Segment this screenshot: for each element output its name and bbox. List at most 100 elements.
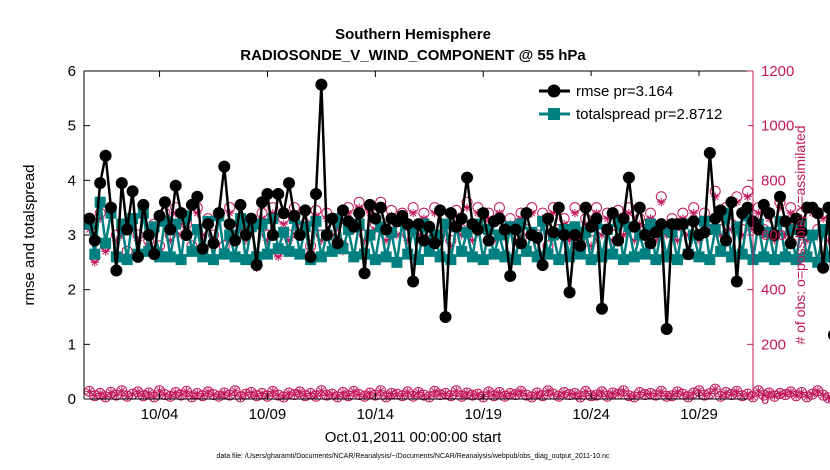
- rmse-point: [579, 201, 592, 214]
- rmse-point: [563, 286, 576, 299]
- y-tick-label-left: 0: [68, 391, 76, 408]
- rmse-point: [784, 237, 797, 250]
- rmse-point: [622, 171, 635, 184]
- rmse-point: [444, 207, 457, 220]
- y-tick-label-left: 3: [68, 227, 76, 244]
- totalspread-point: [618, 254, 630, 266]
- totalspread-point: [553, 254, 565, 266]
- obs-assimilated-low-point: [808, 389, 817, 399]
- obs-assimilated-low-point: [543, 386, 553, 395]
- rmse-point: [720, 234, 733, 247]
- rmse-point: [412, 218, 425, 231]
- rmse-point: [353, 207, 366, 220]
- rmse-point: [158, 196, 171, 209]
- obs-assimilated-low-point: [295, 387, 305, 397]
- totalspread-point: [596, 251, 608, 263]
- totalspread-point: [456, 245, 468, 257]
- rmse-point: [428, 237, 441, 250]
- totalspread-point: [628, 251, 640, 263]
- rmse-point: [660, 323, 673, 336]
- rmse-point: [94, 177, 107, 190]
- totalspread-point: [742, 210, 754, 222]
- totalspread-point: [720, 207, 732, 219]
- y-axis-label-left: rmse and totalspread: [21, 165, 38, 306]
- rmse-point: [655, 218, 668, 231]
- obs-assimilated-low-point: [241, 389, 251, 399]
- totalspread-point: [520, 245, 532, 257]
- rmse-point: [536, 259, 549, 272]
- obs-assimilated-low-point: [608, 388, 617, 398]
- totalspread-point: [806, 229, 818, 241]
- rmse-point: [121, 223, 134, 236]
- obs-assimilated-low-point: [284, 388, 294, 398]
- rmse-point: [644, 237, 657, 250]
- totalspread-point: [143, 245, 155, 257]
- obs-assimilated-low-point: [732, 387, 742, 396]
- rmse-point: [574, 239, 587, 252]
- totalspread-point: [386, 226, 398, 238]
- rmse-point: [288, 209, 301, 222]
- rmse-point: [164, 223, 177, 236]
- legend-totalspread-marker: [548, 108, 560, 120]
- totalspread-point: [731, 221, 743, 233]
- rmse-point: [250, 259, 263, 272]
- rmse-point: [752, 223, 765, 236]
- legend-rmse-label: rmse pr=3.164: [576, 83, 673, 100]
- x-tick-label: 10/29: [680, 406, 718, 423]
- totalspread-point: [164, 251, 176, 263]
- totalspread-point: [704, 254, 716, 266]
- rmse-point: [110, 264, 123, 277]
- rmse-point: [326, 212, 339, 225]
- obs-assimilated-low-point: [176, 390, 186, 400]
- obs-assimilated-low-point: [516, 387, 526, 396]
- rmse-point: [299, 204, 312, 217]
- chart-subtitle: RADIOSONDE_V_WIND_COMPONENT @ 55 hPa: [240, 47, 586, 64]
- totalspread-point: [294, 248, 306, 260]
- obs-assimilated-low-point: [408, 392, 418, 401]
- x-axis-label: Oct.01,2011 00:00:00 start: [325, 429, 502, 446]
- rmse-point: [628, 220, 641, 233]
- obs-possible-low-point: [709, 383, 721, 395]
- obs-assimilated-low-point: [279, 392, 288, 402]
- rmse-point: [741, 201, 754, 214]
- totalspread-point: [229, 251, 241, 263]
- rmse-point: [401, 218, 414, 231]
- x-tick-label: 10/04: [141, 406, 179, 423]
- totalspread-point: [116, 218, 128, 230]
- rmse-point: [196, 242, 209, 255]
- totalspread-point: [569, 221, 581, 233]
- y-tick-label-left: 6: [68, 63, 76, 80]
- rmse-point: [309, 188, 322, 200]
- totalspread-point: [154, 251, 166, 263]
- totalspread-point: [218, 248, 230, 260]
- obs-assimilated-low-point: [317, 386, 326, 395]
- totalspread-point: [342, 224, 354, 236]
- chart-title: Southern Hemisphere: [335, 26, 491, 43]
- rmse-point: [212, 207, 225, 220]
- totalspread-point: [439, 218, 451, 230]
- totalspread-point: [671, 254, 683, 266]
- totalspread-point: [644, 218, 656, 230]
- rmse-point: [245, 212, 258, 225]
- rmse-point: [407, 275, 420, 288]
- totalspread-point: [261, 248, 273, 260]
- rmse-point: [234, 198, 247, 211]
- totalspread-point: [445, 254, 457, 266]
- totalspread-point: [224, 229, 236, 241]
- totalspread-point: [801, 251, 813, 263]
- totalspread-point: [823, 251, 830, 263]
- rmse-point: [779, 215, 792, 228]
- totalspread-point: [380, 251, 392, 263]
- rmse-point: [175, 207, 188, 220]
- totalspread-point: [175, 254, 187, 266]
- totalspread-point: [234, 213, 246, 225]
- obs-assimilated-point: [743, 192, 752, 201]
- rmse-point: [790, 212, 803, 225]
- obs-assimilated-low-point: [781, 390, 790, 399]
- totalspread-point: [639, 248, 651, 260]
- obs-assimilated-low-point: [419, 390, 429, 400]
- totalspread-point: [817, 224, 829, 236]
- rmse-point: [229, 234, 242, 247]
- obs-assimilated-low-point: [392, 389, 402, 399]
